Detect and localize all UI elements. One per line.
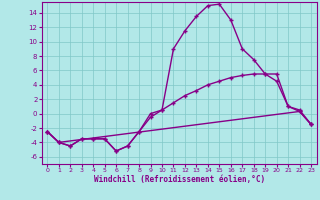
X-axis label: Windchill (Refroidissement éolien,°C): Windchill (Refroidissement éolien,°C) (94, 175, 265, 184)
